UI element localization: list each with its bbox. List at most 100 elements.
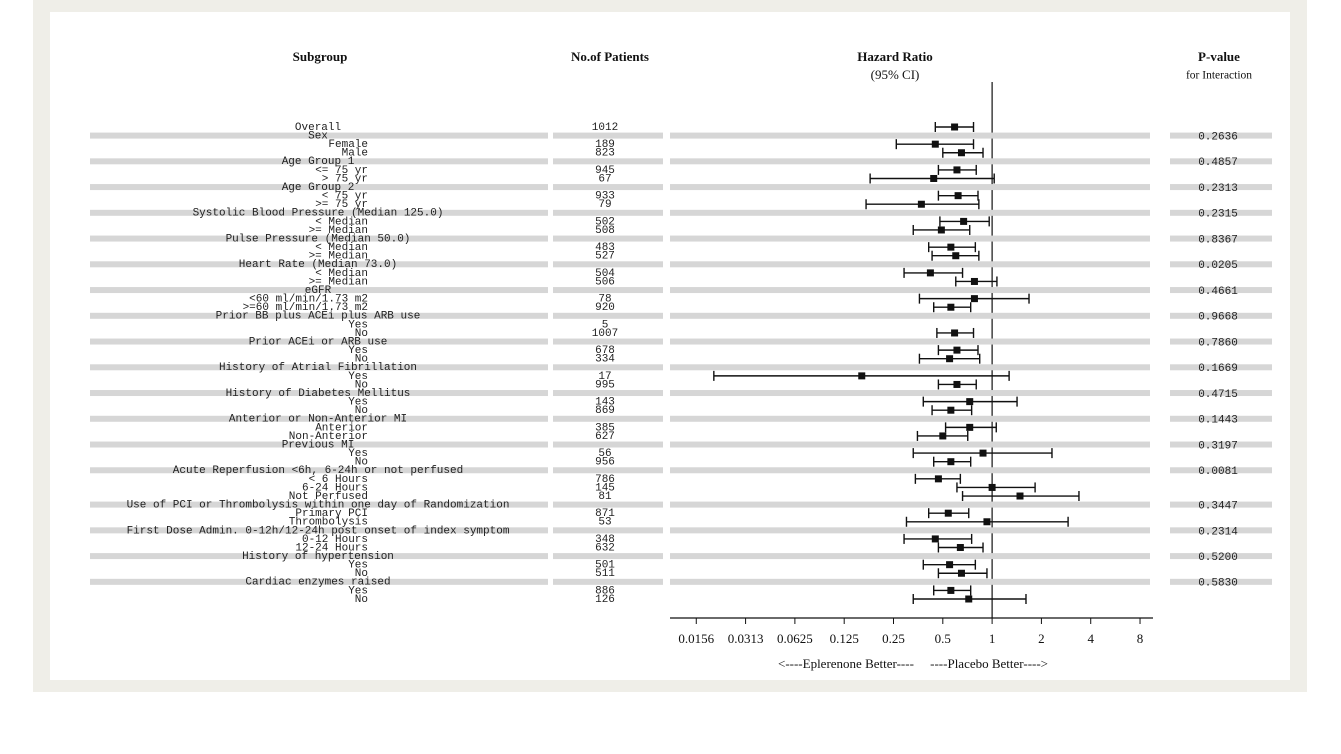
hr-point	[966, 398, 974, 406]
p-value: 0.2636	[1198, 131, 1238, 143]
group-label: Sex	[308, 130, 328, 142]
row-stripe	[553, 287, 663, 294]
hr-point	[939, 432, 947, 440]
subgroup-label: Yes	[348, 397, 368, 409]
row-stripe	[553, 312, 663, 319]
p-value: 0.5200	[1198, 552, 1238, 564]
hr-point	[947, 303, 955, 311]
row-stripe	[553, 415, 663, 422]
subgroup-label: No	[355, 594, 368, 606]
subgroup-label: 0-12 Hours	[302, 534, 368, 546]
row-stripe	[553, 132, 663, 139]
subgroup-label: Thrombolysis	[289, 517, 368, 529]
subgroup-label: Yes	[348, 560, 368, 572]
row-stripe	[1170, 553, 1272, 560]
hr-point	[947, 586, 955, 594]
subgroup-label: Yes	[348, 448, 368, 460]
subgroup-label: 12-24 Hours	[295, 542, 368, 554]
row-stripe	[553, 441, 663, 448]
subgroup-label: Yes	[348, 319, 368, 331]
subgroup-label: Anterior	[315, 422, 368, 434]
hr-point	[947, 458, 955, 466]
patient-count: 886	[595, 585, 615, 597]
row-stripe	[90, 158, 548, 165]
patient-count: 67	[598, 173, 611, 185]
group-label: Age Group 2	[282, 182, 355, 194]
patient-count: 506	[595, 276, 615, 288]
x-tick-label: 8	[1137, 631, 1144, 646]
hr-point	[952, 252, 960, 260]
row-stripe	[670, 209, 1150, 216]
subgroup-label: < Median	[315, 242, 368, 254]
caption	[33, 714, 39, 732]
hr-point	[926, 269, 934, 277]
subgroup-label: Female	[328, 139, 368, 151]
row-stripe	[90, 467, 548, 474]
panel	[50, 12, 1290, 680]
row-stripe	[670, 553, 1150, 560]
p-value: 0.2315	[1198, 209, 1238, 221]
hr-point	[965, 595, 973, 603]
hr-point	[951, 329, 959, 337]
x-tick-label: 0.0156	[678, 631, 714, 646]
subgroup-label: Yes	[348, 585, 368, 597]
patient-count: 871	[595, 508, 615, 520]
group-label: Acute Reperfusion <6h, 6-24h or not perf…	[173, 465, 463, 477]
hr-point	[953, 346, 961, 354]
subgroup-label: Primary PCI	[295, 508, 368, 520]
group-label: History of hypertension	[242, 551, 394, 563]
row-stripe	[670, 312, 1150, 319]
row-stripe	[553, 158, 663, 165]
group-label: Anterior or Non-Anterior MI	[229, 414, 407, 426]
row-stripe	[670, 184, 1150, 191]
subgroup-label: 6-24 Hours	[302, 482, 368, 494]
patient-count: 1012	[592, 122, 618, 134]
row-stripe	[90, 209, 548, 216]
patient-count: 504	[595, 268, 615, 280]
p-value: 0.3197	[1198, 440, 1238, 452]
p-value: 0.1669	[1198, 363, 1238, 375]
x-tick-label: 0.125	[830, 631, 859, 646]
hr-point	[1016, 492, 1024, 500]
row-stripe	[553, 467, 663, 474]
row-stripe	[90, 415, 548, 422]
hr-point	[931, 535, 939, 543]
subgroup-label: >= Median	[309, 225, 368, 237]
row-stripe	[670, 415, 1150, 422]
patient-count: 627	[595, 431, 615, 443]
p-value: 0.2314	[1198, 526, 1238, 538]
patient-count: 632	[595, 542, 615, 554]
row-stripe	[670, 467, 1150, 474]
patient-count: 5	[602, 319, 609, 331]
row-stripe	[1170, 209, 1272, 216]
group-label: History of Diabetes Mellitus	[226, 388, 411, 400]
subgroup-label: >=60 ml/min/1.73 m2	[243, 302, 368, 314]
row-stripe	[553, 184, 663, 191]
patient-count: 956	[595, 457, 615, 469]
row-stripe	[1170, 235, 1272, 242]
row-stripe	[90, 132, 548, 139]
col-subheader: for Interaction	[1186, 70, 1252, 82]
hr-point	[946, 561, 954, 569]
patient-count: 348	[595, 534, 615, 546]
row-stripe	[553, 553, 663, 560]
hr-point	[956, 544, 964, 552]
hr-point	[946, 355, 954, 363]
row-stripe	[670, 501, 1150, 508]
row-stripe	[553, 364, 663, 371]
row-stripe	[90, 441, 548, 448]
subgroup-label: No	[355, 328, 368, 340]
row-stripe	[553, 501, 663, 508]
patient-count: 145	[595, 482, 615, 494]
subgroup-label: Male	[342, 148, 368, 160]
row-stripe	[1170, 467, 1272, 474]
subgroup-label: <60 ml/min/1.73 m2	[249, 294, 368, 306]
p-value: 0.0081	[1198, 466, 1238, 478]
subgroup-label: No	[355, 354, 368, 366]
row-stripe	[670, 527, 1150, 534]
patient-count: 511	[595, 568, 615, 580]
row-stripe	[670, 132, 1150, 139]
row-stripe	[670, 158, 1150, 165]
row-stripe	[1170, 441, 1272, 448]
row-stripe	[1170, 338, 1272, 345]
